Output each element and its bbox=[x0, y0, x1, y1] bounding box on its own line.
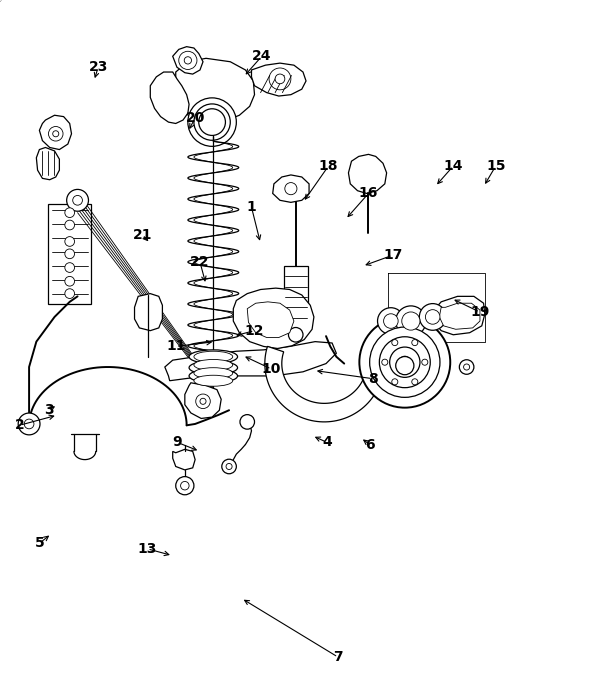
Circle shape bbox=[359, 317, 450, 407]
Polygon shape bbox=[175, 58, 255, 122]
Polygon shape bbox=[265, 346, 384, 422]
Polygon shape bbox=[284, 266, 308, 328]
Circle shape bbox=[392, 379, 398, 385]
Text: 9: 9 bbox=[173, 436, 182, 449]
Polygon shape bbox=[433, 296, 485, 335]
Text: 14: 14 bbox=[444, 159, 463, 173]
Circle shape bbox=[459, 359, 474, 375]
Circle shape bbox=[181, 482, 189, 490]
Ellipse shape bbox=[189, 361, 238, 375]
Circle shape bbox=[396, 306, 426, 336]
Text: 23: 23 bbox=[88, 60, 108, 74]
Circle shape bbox=[199, 109, 225, 135]
Text: 2: 2 bbox=[15, 418, 24, 432]
Text: 17: 17 bbox=[383, 248, 402, 262]
Text: 5: 5 bbox=[35, 536, 44, 550]
Circle shape bbox=[402, 312, 420, 330]
Circle shape bbox=[65, 289, 75, 298]
Text: 6: 6 bbox=[365, 438, 375, 451]
Circle shape bbox=[419, 304, 446, 330]
Text: 22: 22 bbox=[190, 255, 210, 269]
Circle shape bbox=[275, 74, 285, 84]
Circle shape bbox=[18, 413, 40, 435]
Circle shape bbox=[412, 379, 418, 385]
Ellipse shape bbox=[194, 351, 233, 362]
Circle shape bbox=[382, 359, 388, 365]
Circle shape bbox=[412, 340, 418, 346]
Polygon shape bbox=[150, 72, 189, 123]
Text: 21: 21 bbox=[133, 228, 152, 241]
Circle shape bbox=[179, 51, 197, 69]
Text: 3: 3 bbox=[44, 403, 53, 417]
Polygon shape bbox=[173, 47, 203, 74]
Circle shape bbox=[285, 182, 297, 195]
Circle shape bbox=[65, 220, 75, 230]
Text: 24: 24 bbox=[252, 49, 271, 63]
Text: 8: 8 bbox=[368, 372, 378, 386]
Circle shape bbox=[422, 359, 428, 365]
Circle shape bbox=[226, 464, 232, 469]
Circle shape bbox=[67, 189, 88, 211]
Circle shape bbox=[396, 357, 414, 375]
Text: 15: 15 bbox=[486, 159, 505, 173]
Text: 11: 11 bbox=[166, 340, 185, 353]
Text: 7: 7 bbox=[333, 650, 343, 664]
Text: 4: 4 bbox=[322, 436, 332, 449]
Circle shape bbox=[391, 340, 398, 346]
Circle shape bbox=[378, 308, 404, 334]
Polygon shape bbox=[251, 63, 306, 96]
Circle shape bbox=[379, 337, 430, 388]
Text: 1: 1 bbox=[247, 200, 256, 214]
Circle shape bbox=[176, 477, 194, 495]
Text: 12: 12 bbox=[245, 324, 264, 338]
Circle shape bbox=[425, 309, 440, 324]
Circle shape bbox=[65, 276, 75, 286]
Circle shape bbox=[370, 327, 440, 397]
Ellipse shape bbox=[194, 359, 233, 370]
Circle shape bbox=[240, 414, 255, 429]
Ellipse shape bbox=[194, 368, 233, 379]
Circle shape bbox=[184, 57, 191, 64]
Circle shape bbox=[53, 131, 59, 137]
Polygon shape bbox=[439, 303, 480, 329]
Polygon shape bbox=[165, 342, 336, 381]
Circle shape bbox=[200, 399, 206, 404]
Circle shape bbox=[65, 249, 75, 259]
Circle shape bbox=[65, 263, 75, 272]
Circle shape bbox=[399, 356, 411, 368]
Circle shape bbox=[65, 208, 75, 217]
Polygon shape bbox=[185, 383, 221, 418]
FancyBboxPatch shape bbox=[48, 204, 91, 304]
Polygon shape bbox=[348, 154, 387, 193]
Ellipse shape bbox=[189, 350, 238, 364]
Polygon shape bbox=[233, 288, 314, 348]
Text: 19: 19 bbox=[470, 305, 490, 319]
Polygon shape bbox=[247, 302, 294, 338]
Circle shape bbox=[288, 327, 303, 342]
Circle shape bbox=[222, 459, 236, 474]
Circle shape bbox=[24, 419, 34, 429]
Circle shape bbox=[464, 364, 470, 370]
Text: 10: 10 bbox=[262, 362, 281, 376]
Circle shape bbox=[188, 98, 236, 146]
Text: 16: 16 bbox=[359, 187, 378, 200]
Circle shape bbox=[196, 394, 210, 409]
Circle shape bbox=[384, 314, 398, 329]
Polygon shape bbox=[173, 449, 195, 470]
Circle shape bbox=[65, 237, 75, 246]
Ellipse shape bbox=[189, 369, 238, 383]
Ellipse shape bbox=[194, 375, 233, 386]
Circle shape bbox=[48, 126, 63, 141]
Polygon shape bbox=[39, 115, 72, 150]
Circle shape bbox=[194, 104, 230, 141]
Circle shape bbox=[73, 196, 82, 205]
Text: 18: 18 bbox=[319, 159, 338, 173]
Circle shape bbox=[269, 68, 291, 90]
Text: 20: 20 bbox=[185, 111, 205, 125]
Text: 13: 13 bbox=[138, 542, 157, 556]
Circle shape bbox=[390, 347, 420, 377]
Polygon shape bbox=[273, 175, 309, 202]
Polygon shape bbox=[135, 294, 162, 331]
Polygon shape bbox=[36, 147, 59, 180]
